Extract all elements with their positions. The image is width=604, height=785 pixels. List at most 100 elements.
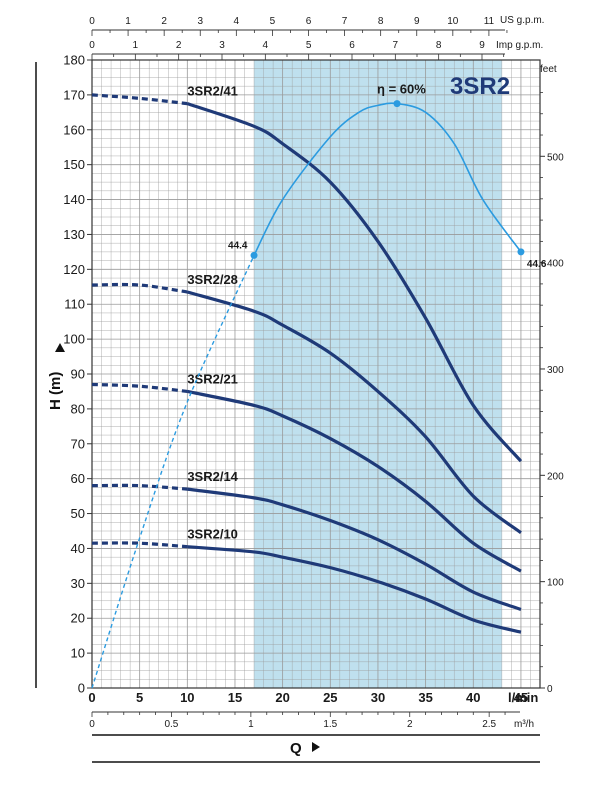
efficiency-curve: 44.4 44.6 η = 60%: [91, 82, 547, 689]
head-curve-dashed: [91, 93, 188, 106]
x-tick-label: 0: [88, 690, 95, 705]
efficiency-point: [393, 100, 401, 108]
curve-label: 3SR2/14: [187, 469, 238, 484]
efficiency-curve-solid: [253, 102, 522, 256]
y-tick-label: 70: [71, 436, 85, 451]
x-tick-label: 45: [514, 690, 528, 705]
m3h-tick-label: 1.5: [323, 719, 337, 730]
feet-axis-label: feet: [540, 64, 557, 75]
y-tick-label: 140: [63, 192, 85, 207]
us-gpm-tick-label: 8: [378, 16, 384, 27]
feet-tick-label: 100: [547, 578, 564, 589]
lmin-label: l/min: [508, 690, 538, 705]
imp-gpm-tick-label: 7: [393, 40, 399, 51]
efficiency-point: [517, 248, 525, 256]
feet-tick-label: 500: [547, 152, 564, 163]
x-tick-label: 15: [228, 690, 242, 705]
imp-gpm-tick-label: 6: [349, 40, 355, 51]
chart-title: 3SR2: [450, 73, 510, 100]
head-curves: 3SR2/41 3SR2/28 3SR2/21 3SR2/14 3SR2/10: [91, 84, 523, 634]
head-curve-dashed: [91, 541, 188, 549]
m3h-tick-label: 2: [407, 719, 413, 730]
head-curve-dashed: [91, 483, 188, 491]
top-axes: US g.p.m. Imp g.p.m.: [92, 15, 544, 55]
y-axis-title: H (m): [47, 372, 64, 410]
y-tick-label: 80: [71, 401, 85, 416]
head-curve-dashed: [91, 382, 188, 394]
us-gpm-label: US g.p.m.: [500, 15, 544, 26]
imp-gpm-tick-label: 8: [436, 40, 442, 51]
y-tick-label: 130: [63, 227, 85, 242]
feet-tick-label: 0: [547, 684, 553, 695]
y-tick-label: 20: [71, 611, 85, 626]
us-gpm-tick-label: 6: [306, 16, 312, 27]
head-curve: [186, 102, 523, 463]
x-tick-label: 10: [180, 690, 194, 705]
left-axis-title-group: H (m): [35, 62, 65, 688]
head-curve-dashed: [91, 282, 188, 294]
x-tick-label: 30: [371, 690, 385, 705]
y-tick-label: 180: [63, 53, 85, 68]
y-tick-label: 90: [71, 367, 85, 382]
y-tick-label: 120: [63, 262, 85, 277]
x-tick-label: 25: [323, 690, 337, 705]
us-gpm-tick-label: 2: [161, 16, 167, 27]
head-curve: [186, 389, 522, 573]
imp-gpm-tick-label: 9: [479, 40, 485, 51]
q-axis-title: Q: [290, 740, 302, 757]
y-tick-label: 50: [71, 506, 85, 521]
us-gpm-tick-label: 10: [447, 16, 459, 27]
x-tick-label: 35: [418, 690, 432, 705]
y-tick-label: 160: [63, 122, 85, 137]
efficiency-label: η = 60%: [377, 82, 426, 97]
feet-tick-label: 200: [547, 471, 564, 482]
curve-label: 3SR2/28: [187, 272, 238, 287]
imp-gpm-tick-label: 3: [219, 40, 225, 51]
x-tick-label: 40: [466, 690, 480, 705]
y-tick-label: 10: [71, 646, 85, 661]
feet-tick-label: 300: [547, 365, 564, 376]
curve-label: 3SR2/21: [187, 371, 238, 386]
us-gpm-tick-label: 1: [125, 16, 131, 27]
y-tick-label: 100: [63, 332, 85, 347]
imp-gpm-tick-label: 1: [133, 40, 139, 51]
bottom-axes: l/min m³/h Q: [92, 690, 540, 763]
m3h-label: m³/h: [514, 719, 534, 730]
us-gpm-tick-label: 4: [234, 16, 240, 27]
imp-gpm-tick-label: 5: [306, 40, 312, 51]
us-gpm-tick-label: 11: [484, 16, 495, 27]
curve-label: 3SR2/10: [187, 527, 238, 542]
imp-gpm-tick-label: 4: [263, 40, 269, 51]
y-tick-label: 30: [71, 576, 85, 591]
imp-gpm-label: Imp g.p.m.: [496, 40, 543, 51]
y-tick-label: 0: [78, 681, 85, 696]
x-tick-label: 20: [275, 690, 289, 705]
imp-gpm-tick-label: 2: [176, 40, 182, 51]
m3h-tick-label: 0.5: [164, 719, 178, 730]
imp-gpm-tick-label: 0: [89, 40, 95, 51]
tick-labels: 0102030405060708090100110120130140150160…: [63, 16, 564, 730]
y-tick-label: 60: [71, 471, 85, 486]
y-tick-label: 150: [63, 157, 85, 172]
feet-tick-label: 400: [547, 259, 564, 270]
y-tick-label: 40: [71, 541, 85, 556]
efficiency-point-label: 44.6: [527, 259, 547, 270]
us-gpm-tick-label: 0: [89, 16, 95, 27]
head-curve: [187, 487, 522, 612]
q-arrow-icon: [312, 742, 320, 752]
y-tick-label: 110: [64, 297, 85, 312]
us-gpm-tick-label: 7: [342, 16, 348, 27]
m3h-tick-label: 1: [248, 719, 254, 730]
us-gpm-tick-label: 9: [414, 16, 420, 27]
m3h-tick-label: 0: [89, 719, 95, 730]
us-gpm-tick-label: 5: [270, 16, 276, 27]
efficiency-point: [250, 251, 258, 259]
y-tick-label: 170: [63, 87, 85, 102]
h-arrow-icon: [55, 343, 65, 352]
curve-label: 3SR2/41: [187, 84, 238, 99]
head-curve: [187, 545, 522, 634]
head-curve: [186, 290, 522, 535]
efficiency-point-label: 44.4: [228, 240, 248, 251]
us-gpm-tick-label: 3: [197, 16, 203, 27]
